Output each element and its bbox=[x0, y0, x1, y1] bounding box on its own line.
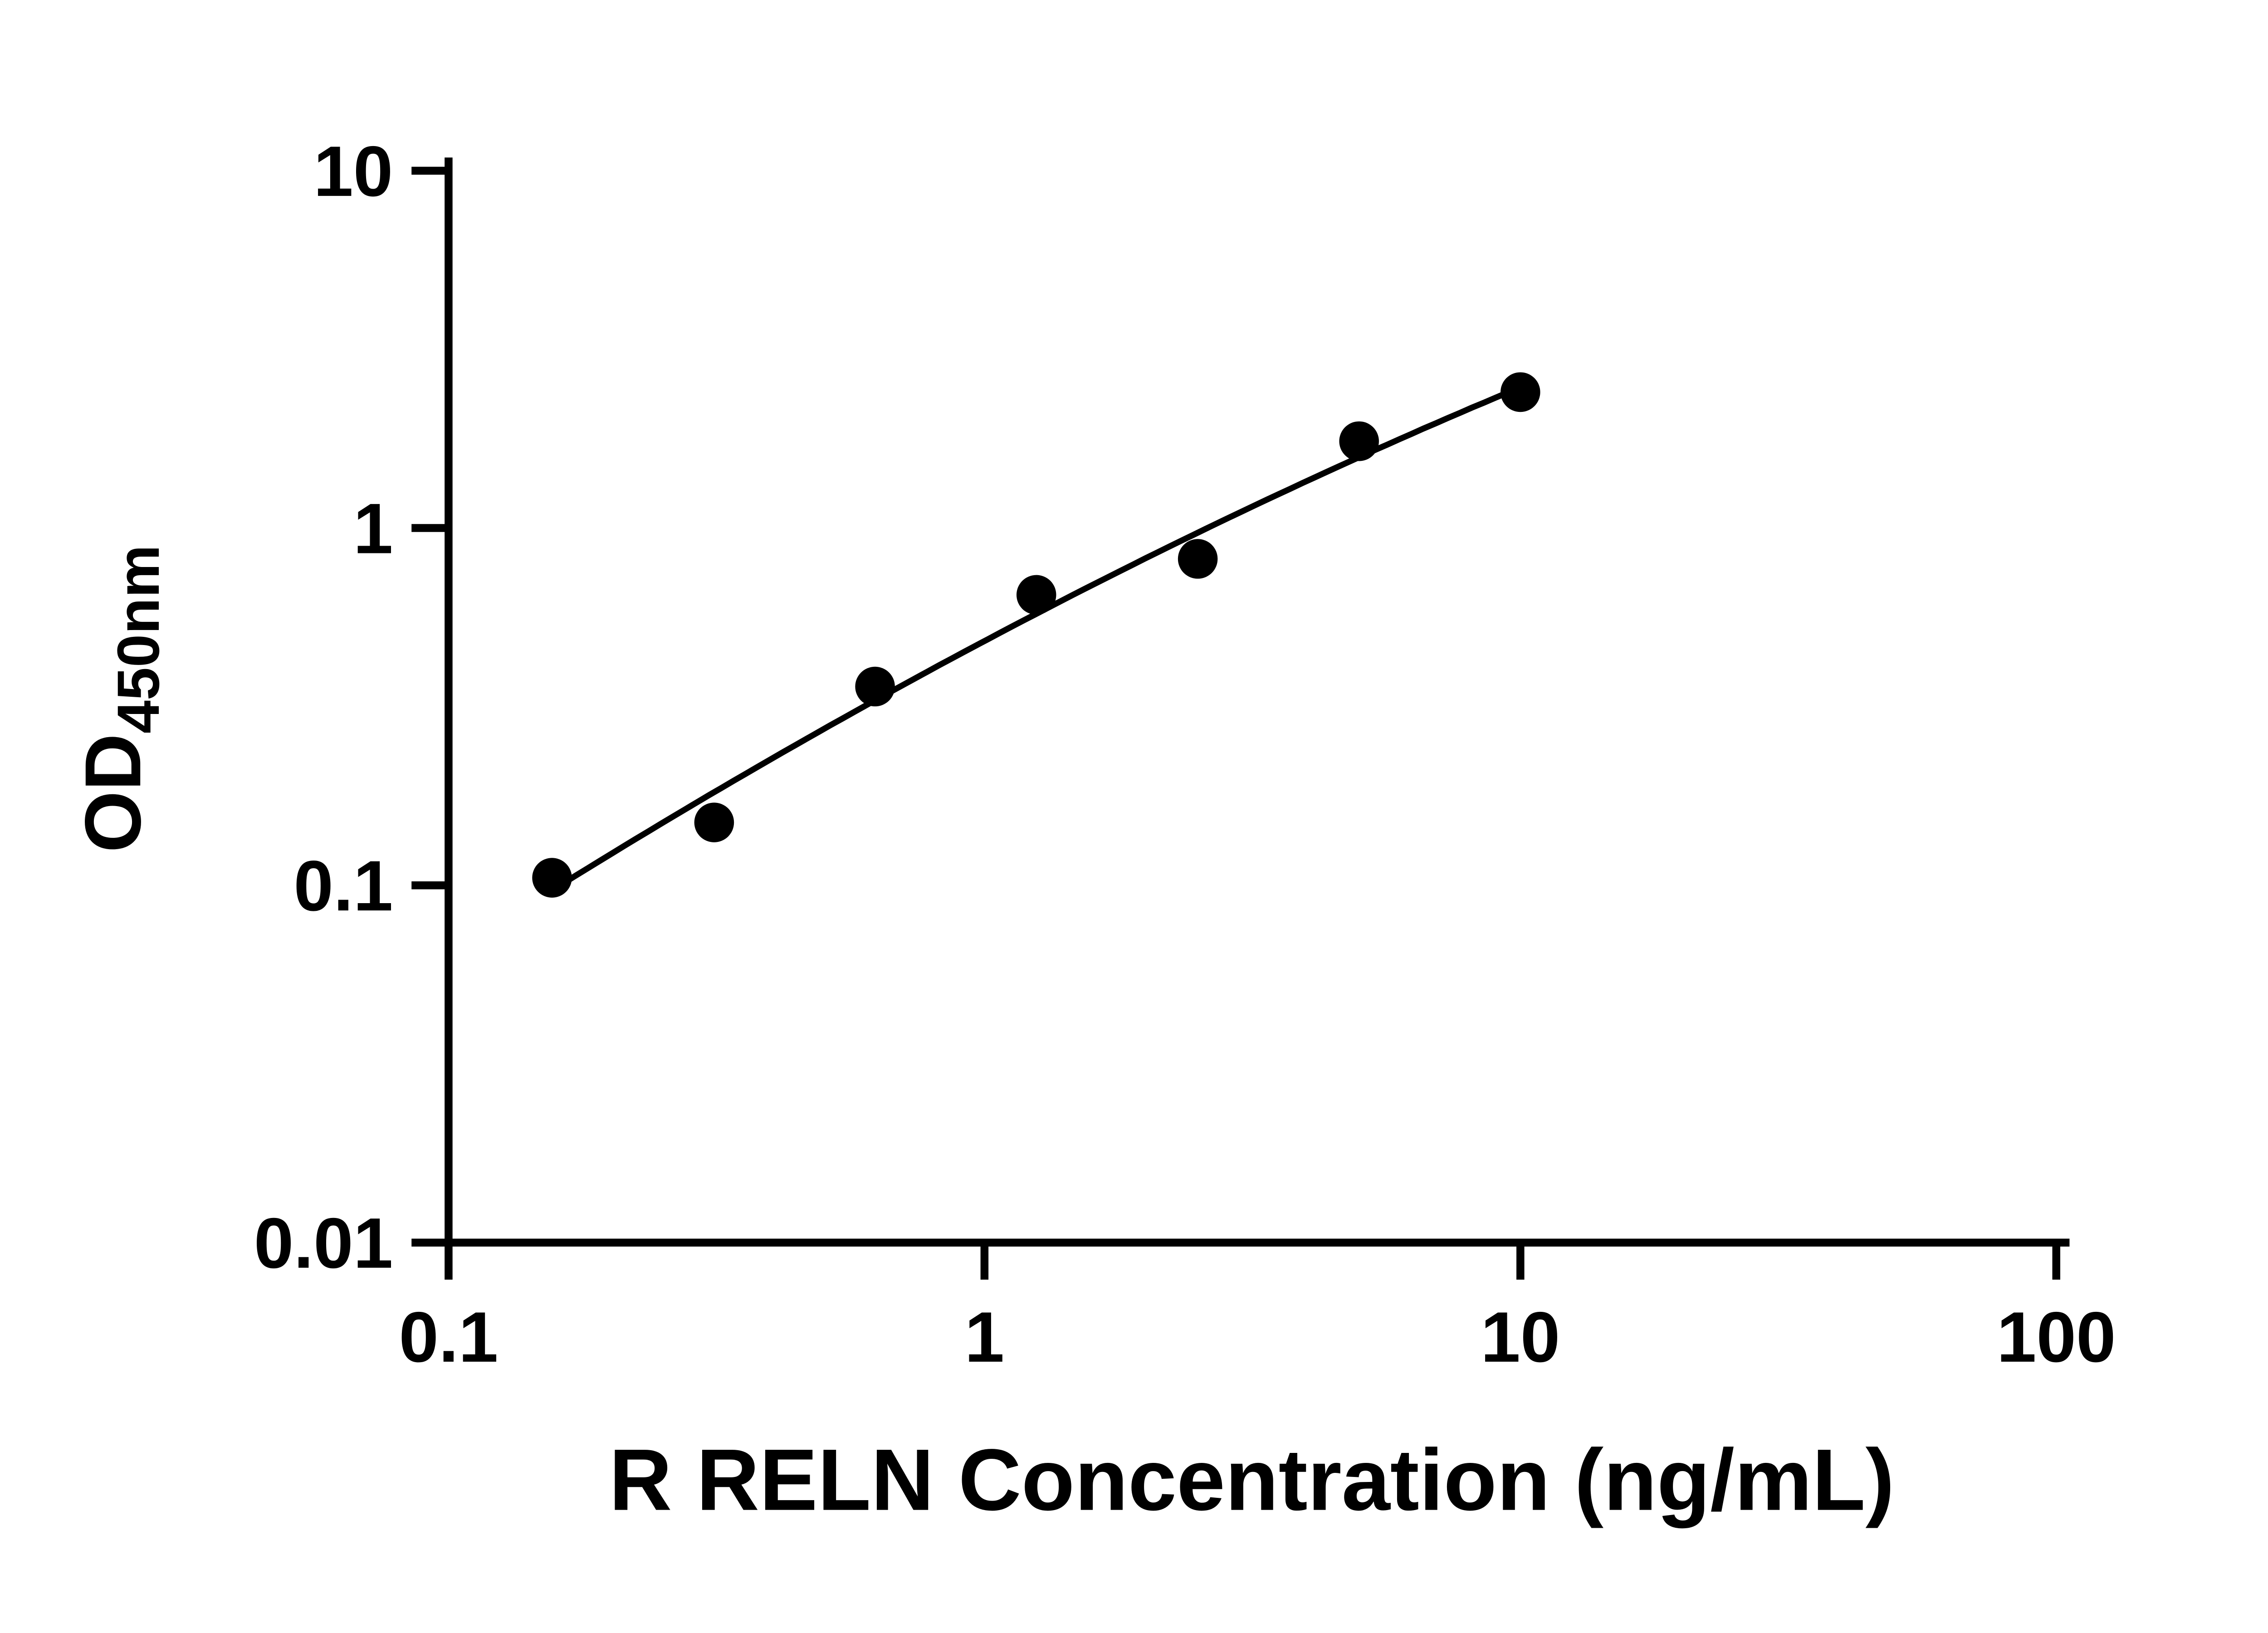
y-tick-label: 10 bbox=[313, 132, 393, 211]
data-point bbox=[855, 666, 895, 707]
data-point bbox=[1016, 575, 1056, 615]
data-point bbox=[1178, 539, 1218, 579]
data-point bbox=[694, 802, 734, 842]
y-tick-label: 0.01 bbox=[254, 1203, 393, 1283]
x-tick-label: 1 bbox=[965, 1297, 1005, 1377]
data-point bbox=[1501, 372, 1540, 412]
data-point bbox=[532, 858, 572, 898]
x-axis-title: R RELN Concentration (ng/mL) bbox=[609, 1431, 1895, 1529]
data-point bbox=[1339, 421, 1379, 461]
y-axis-title: OD450nm bbox=[69, 545, 171, 852]
y-axis-title-main: OD bbox=[69, 733, 157, 853]
y-axis-title-subscript: 450nm bbox=[105, 545, 171, 733]
x-tick-label: 100 bbox=[1997, 1297, 2116, 1377]
x-tick-label: 0.1 bbox=[399, 1297, 498, 1377]
x-tick-label: 10 bbox=[1481, 1297, 1560, 1377]
y-tick-label: 1 bbox=[353, 489, 393, 568]
y-tick-label: 0.1 bbox=[293, 846, 393, 926]
